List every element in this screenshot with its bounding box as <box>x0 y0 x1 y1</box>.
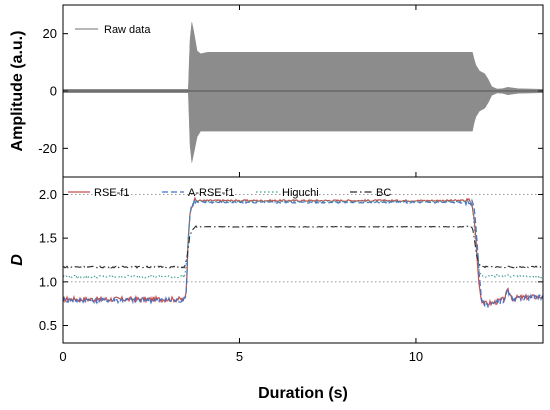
legend-label-a-rse-f1: A-RSE-f1 <box>188 187 234 199</box>
legend-label-higuchi: Higuchi <box>282 187 319 199</box>
bottom-x-tick-label: 10 <box>409 349 423 364</box>
x-axis-title: Duration (s) <box>258 385 348 402</box>
bottom-y-tick-label: 2.0 <box>39 187 57 202</box>
bottom-plot-frame <box>62 176 544 344</box>
top-y-tick-label: 0 <box>50 84 57 99</box>
bottom-y-tick-label: 1.5 <box>39 231 57 246</box>
series-line-rse-f1 <box>62 196 544 307</box>
bottom-y-axis-title: D <box>9 254 26 266</box>
top-y-axis-title: Amplitude (a.u.) <box>9 31 26 152</box>
bottom-y-tick-label: 0.5 <box>39 318 57 333</box>
top-legend: Raw data <box>75 24 151 36</box>
legend-label-rse-f1: RSE-f1 <box>94 187 129 199</box>
top-y-tick-label: -20 <box>38 141 57 156</box>
bottom-x-tick-label: 0 <box>59 349 66 364</box>
legend-label-bc: BC <box>376 187 391 199</box>
bottom-legend: RSE-f1 A-RSE-f1 Higuchi BC <box>68 187 391 199</box>
bottom-x-tick-label: 5 <box>236 349 243 364</box>
bottom-y-tick-label: 1.0 <box>39 274 57 289</box>
top-y-tick-label: 20 <box>43 26 57 41</box>
series-line-bc <box>62 225 544 269</box>
amplitude-panel: -20 0 20 Amplitude (a.u.) Raw data <box>9 4 544 178</box>
series-line-a-rse-f1 <box>62 198 544 310</box>
legend-label-raw-data: Raw data <box>104 24 151 36</box>
fractal-dimension-panel: 0.5 1.0 1.5 2.0 0 5 10 D Duration (s) RSE-f1 A-RSE… <box>9 176 544 402</box>
raw-data-waveform <box>62 22 544 163</box>
